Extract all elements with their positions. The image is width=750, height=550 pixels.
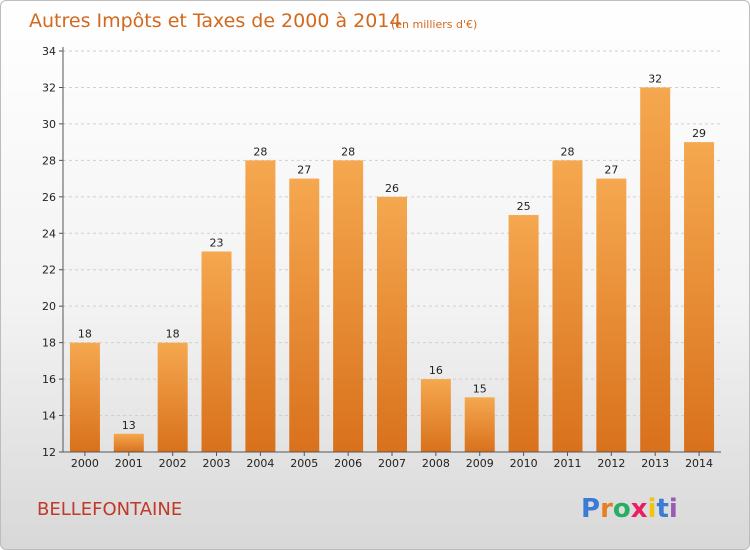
chart-subtitle: (en milliers d'€): [391, 18, 477, 31]
data-label-2003: 23: [210, 237, 224, 250]
y-tick-label: 16: [42, 373, 56, 386]
y-tick-label: 34: [42, 45, 56, 58]
bars: [69, 87, 715, 453]
y-tick-label: 22: [42, 264, 56, 277]
x-tick-label-2010: 2010: [510, 457, 538, 470]
y-tick-label: 18: [42, 337, 56, 350]
data-label-2002: 18: [166, 328, 180, 341]
bar-2000: [69, 342, 100, 452]
y-tick-label: 20: [42, 300, 56, 313]
y-tick-label: 28: [42, 154, 56, 167]
logo-letter: i: [669, 494, 678, 524]
y-ticks: 12 14 16 18 20 22 24 26 28 30 32 34: [42, 45, 63, 459]
y-tick-label: 26: [42, 191, 56, 204]
logo-letter: x: [631, 494, 648, 524]
y-tick-label: 32: [42, 81, 56, 94]
data-label-2006: 28: [341, 145, 355, 158]
x-tick-label-2014: 2014: [685, 457, 713, 470]
bar-2008: [420, 379, 451, 452]
x-tick-label-2006: 2006: [334, 457, 362, 470]
x-tick-label-2002: 2002: [159, 457, 187, 470]
logo-letter: o: [613, 494, 631, 524]
data-label-2011: 28: [560, 145, 574, 158]
bar-2006: [333, 160, 364, 452]
bar-2003: [201, 251, 232, 452]
proxiti-logo: Proxiti: [581, 494, 678, 524]
logo-letter: i: [648, 494, 657, 524]
chart-title: Autres Impôts et Taxes de 2000 à 2014: [29, 10, 402, 32]
y-tick-label: 12: [42, 446, 56, 459]
bar-2009: [464, 397, 495, 452]
data-label-2007: 26: [385, 182, 399, 195]
x-tick-label-2008: 2008: [422, 457, 450, 470]
x-tick-label-2007: 2007: [378, 457, 406, 470]
x-tick-label-2013: 2013: [641, 457, 669, 470]
bar-2013: [640, 87, 671, 453]
x-tick-label-2009: 2009: [466, 457, 494, 470]
x-tick-label-2003: 2003: [203, 457, 231, 470]
data-label-2010: 25: [517, 200, 531, 213]
bar-2007: [377, 196, 407, 452]
x-tick-label-2004: 2004: [246, 457, 274, 470]
x-tick-label-2001: 2001: [115, 457, 143, 470]
logo-letter: P: [581, 494, 600, 524]
data-labels: 18 13 18 23 28 27 28 26 16 15 25 28 27 32 29: [78, 72, 706, 431]
x-tick-label-2012: 2012: [597, 457, 625, 470]
bar-2014: [684, 142, 715, 453]
bar-2011: [552, 160, 583, 452]
data-label-2013: 32: [648, 72, 662, 85]
x-tick-label-2011: 2011: [553, 457, 581, 470]
bar-2001: [113, 433, 144, 452]
data-label-2001: 13: [122, 419, 136, 432]
bar-2010: [508, 215, 539, 452]
x-tick-label-2005: 2005: [290, 457, 318, 470]
logo-text: Proxiti: [581, 494, 678, 524]
bar-2005: [289, 178, 320, 452]
commune-name: BELLEFONTAINE: [37, 499, 182, 520]
bar-2004: [245, 160, 276, 452]
bar-2012: [596, 178, 627, 452]
y-tick-label: 24: [42, 227, 56, 240]
bar-2002: [157, 342, 188, 452]
data-label-2012: 27: [604, 164, 618, 177]
y-tick-label: 30: [42, 118, 56, 131]
data-label-2005: 27: [297, 164, 311, 177]
data-label-2000: 18: [78, 328, 92, 341]
x-tick-label-2000: 2000: [71, 457, 99, 470]
data-label-2009: 15: [473, 382, 487, 395]
data-label-2008: 16: [429, 364, 443, 377]
y-tick-label: 14: [42, 410, 56, 423]
data-label-2014: 29: [692, 127, 706, 140]
x-ticks: 2000 2001 2002 2003 2004 2005 2006 2007 2008 2009…: [71, 452, 713, 470]
logo-letter: t: [656, 494, 668, 524]
logo-letter: r: [600, 494, 613, 524]
data-label-2004: 28: [253, 145, 267, 158]
